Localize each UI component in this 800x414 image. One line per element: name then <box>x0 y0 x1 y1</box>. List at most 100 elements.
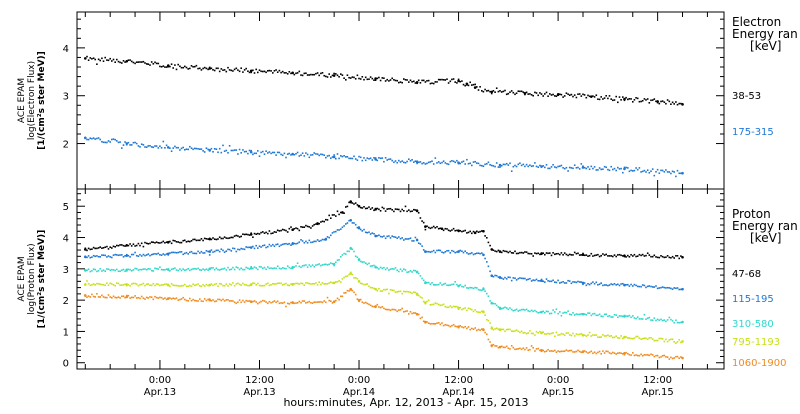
data-point <box>111 247 113 249</box>
data-point <box>681 356 684 360</box>
data-point <box>363 283 365 286</box>
data-point <box>102 296 105 298</box>
data-point <box>484 235 486 237</box>
data-point <box>391 268 393 270</box>
data-point <box>369 304 372 307</box>
data-point <box>190 299 193 302</box>
data-point <box>149 268 151 270</box>
data-point <box>257 71 259 74</box>
data-point <box>194 284 196 287</box>
data-point <box>386 235 388 238</box>
data-point <box>427 250 430 253</box>
data-point <box>581 166 585 169</box>
data-point <box>500 251 503 254</box>
data-point <box>374 158 377 161</box>
data-point <box>520 308 523 311</box>
data-point <box>145 63 148 65</box>
data-point <box>295 302 297 304</box>
data-point <box>331 214 334 216</box>
data-point <box>117 60 120 63</box>
data-point <box>351 157 354 160</box>
data-point <box>557 312 559 315</box>
data-point <box>129 144 131 146</box>
data-point <box>189 240 191 243</box>
data-point <box>451 78 453 81</box>
data-point <box>248 284 251 287</box>
data-point <box>374 287 377 291</box>
data-point <box>666 319 669 321</box>
data-point <box>262 244 264 247</box>
data-point <box>268 69 271 72</box>
data-point <box>233 247 236 250</box>
data-point <box>371 207 374 209</box>
data-point <box>200 300 203 302</box>
data-point <box>525 347 528 349</box>
data-point <box>665 102 667 105</box>
data-point <box>663 171 666 173</box>
data-point <box>155 241 158 243</box>
data-point <box>172 251 174 254</box>
data-point <box>180 285 183 287</box>
data-point <box>135 244 138 247</box>
data-point <box>195 64 198 67</box>
data-point <box>238 299 241 301</box>
data-point <box>587 283 589 285</box>
data-point <box>628 353 631 356</box>
data-point <box>554 335 556 338</box>
data-point <box>638 167 641 169</box>
data-point <box>335 230 337 233</box>
data-point <box>676 321 679 324</box>
data-point <box>580 313 583 315</box>
data-point <box>678 321 680 324</box>
data-point <box>417 313 420 316</box>
data-point <box>577 349 579 352</box>
data-point <box>278 282 281 284</box>
data-point <box>121 62 123 64</box>
data-point <box>165 66 168 68</box>
data-point <box>175 68 178 71</box>
data-point <box>633 354 636 357</box>
data-point <box>268 267 271 270</box>
data-point <box>525 279 528 281</box>
data-point <box>494 250 496 252</box>
data-point <box>403 239 405 241</box>
data-point <box>499 166 501 168</box>
data-point <box>598 98 601 101</box>
proton-legend-1060-1900: 1060-1900 <box>732 358 787 369</box>
data-point <box>203 298 206 300</box>
data-point <box>315 153 317 155</box>
data-point <box>301 240 304 242</box>
data-point <box>124 141 126 143</box>
data-point <box>437 283 440 286</box>
data-point <box>109 296 111 298</box>
data-point <box>406 79 408 81</box>
data-point <box>530 280 533 282</box>
data-point <box>258 284 261 287</box>
data-point <box>111 283 113 285</box>
data-point <box>253 152 256 155</box>
data-point <box>467 253 470 255</box>
data-point <box>444 305 447 308</box>
data-point <box>306 225 309 228</box>
data-point <box>559 253 561 256</box>
data-point <box>311 154 314 156</box>
data-point <box>369 157 372 159</box>
data-point <box>260 246 262 248</box>
data-point <box>612 283 614 286</box>
data-point <box>235 283 238 285</box>
data-point <box>542 331 544 333</box>
data-point <box>578 281 581 283</box>
data-point <box>296 242 299 245</box>
data-point <box>555 331 558 334</box>
data-point <box>222 144 224 147</box>
data-point <box>258 265 261 268</box>
data-point <box>83 136 87 140</box>
data-point <box>653 286 656 288</box>
data-point <box>426 300 428 303</box>
data-point <box>600 282 602 284</box>
data-point <box>250 266 252 268</box>
x-tick-date-label: Apr.13 <box>144 387 176 398</box>
data-point <box>267 282 269 285</box>
data-point <box>250 149 252 152</box>
data-point <box>545 333 548 335</box>
